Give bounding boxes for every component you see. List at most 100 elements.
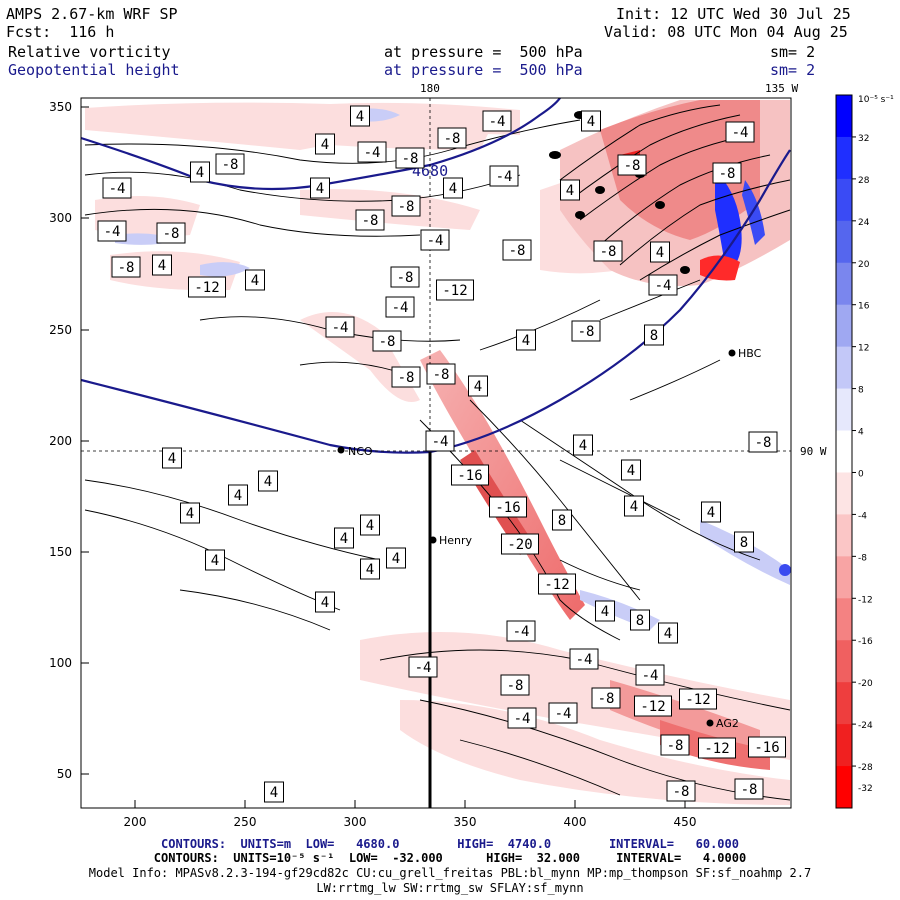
svg-text:4: 4 [251, 273, 259, 289]
colorbar-tick-label: 20 [858, 260, 870, 270]
svg-text:4: 4 [234, 488, 242, 504]
contour-label: -8 [734, 778, 764, 800]
colorbar-tick-label: -8 [858, 553, 867, 563]
svg-text:4: 4 [211, 553, 219, 569]
svg-text:4: 4 [522, 333, 530, 349]
y-tick-label: 250 [49, 323, 72, 337]
svg-text:-4: -4 [655, 278, 672, 294]
colorbar-tick-label: 32 [858, 134, 869, 144]
contour-label: -8 [391, 366, 421, 388]
station-label-henry: Henry [439, 534, 473, 547]
meridian-180-label: 180 [420, 82, 440, 95]
svg-text:-4: -4 [642, 668, 659, 684]
contour-label: 4 [621, 459, 641, 481]
field-geopotential: Geopotential height [8, 61, 180, 79]
svg-text:-16: -16 [754, 740, 779, 756]
svg-text:-4: -4 [732, 125, 749, 141]
svg-text:-12: -12 [194, 280, 219, 296]
svg-text:4: 4 [707, 505, 715, 521]
colorbar-tick-label: -20 [858, 679, 873, 689]
contour-label: 4 [190, 161, 210, 183]
contour-label: 4 [245, 269, 265, 291]
svg-text:4: 4 [264, 474, 272, 490]
svg-text:-8: -8 [667, 738, 684, 754]
svg-text:-16: -16 [457, 468, 482, 484]
contour-label: -4 [648, 274, 678, 296]
contour-label: -8 [666, 780, 696, 802]
contour-label: 8 [734, 531, 754, 553]
y-axis: 350 300 250 200 150 100 50 [49, 100, 89, 781]
svg-text:4: 4 [186, 506, 194, 522]
contour-label: 4 [258, 470, 278, 492]
svg-text:-8: -8 [509, 243, 526, 259]
x-axis: 200 250 300 350 400 450 [124, 800, 696, 829]
contour-label: -8 [215, 153, 245, 175]
contour-label: -8 [156, 222, 186, 244]
pressure-level-1: at pressure = 500 hPa [384, 43, 583, 61]
colorbar-swatch [836, 724, 852, 767]
svg-text:-8: -8 [600, 244, 617, 260]
svg-text:-8: -8 [362, 213, 379, 229]
footer-physics: LW:rrtmg_lw SW:rrtmg_sw SFLAY:sf_mynn [316, 881, 584, 895]
colorbar-tick-label: 12 [858, 344, 869, 354]
contour-label: -8 [390, 266, 420, 288]
contour-label: -4 [569, 648, 599, 670]
contour-label: -12 [436, 279, 474, 301]
footer-height-contours: CONTOURS: UNITS=m LOW= 4680.0 HIGH= 4740… [161, 837, 739, 851]
model-title: AMPS 2.67-km WRF SP [6, 5, 178, 23]
pressure-level-2: at pressure = 500 hPa [384, 61, 583, 79]
contour-label: 4 [310, 177, 330, 199]
colorbar-swatch [836, 514, 852, 557]
svg-text:-8: -8 [507, 678, 524, 694]
svg-text:4: 4 [474, 379, 482, 395]
svg-text:4: 4 [168, 451, 176, 467]
colorbar-swatch [836, 682, 852, 725]
svg-text:4: 4 [340, 531, 348, 547]
colorbar: 32 28 24 20 16 12 8 4 0 -4 -8 -12 -16 -20 -24 -28 -32 [835, 94, 873, 809]
contour-label: -4 [506, 620, 536, 642]
contour-label: 4 [650, 241, 670, 263]
svg-text:4: 4 [630, 499, 638, 515]
contour-label: -4 [420, 229, 450, 251]
contour-label: 4 [228, 484, 248, 506]
station-label-nco: NCO [348, 445, 373, 458]
svg-text:-12: -12 [442, 283, 467, 299]
svg-text:-4: -4 [427, 233, 444, 249]
svg-text:-12: -12 [544, 577, 569, 593]
contour-label: -4 [548, 702, 578, 724]
contour-label: 4 [624, 495, 644, 517]
x-tick-label: 400 [564, 815, 587, 829]
svg-text:4: 4 [587, 114, 595, 130]
contour-label: -8 [391, 195, 421, 217]
contour-label: -8 [660, 734, 690, 756]
svg-text:-8: -8 [444, 131, 461, 147]
svg-text:-16: -16 [495, 500, 520, 516]
svg-text:-4: -4 [392, 300, 409, 316]
smoothing-2: sm= 2 [770, 61, 816, 79]
contour-label: -12 [634, 695, 672, 717]
contour-label: -16 [451, 464, 489, 486]
colorbar-swatch [836, 220, 852, 264]
svg-text:-8: -8 [433, 367, 450, 383]
colorbar-tick-label: 16 [858, 302, 870, 312]
contour-label: -4 [97, 220, 127, 242]
svg-text:-4: -4 [514, 711, 531, 727]
svg-text:-8: -8 [163, 226, 180, 242]
svg-text:4: 4 [449, 181, 457, 197]
svg-text:4: 4 [566, 183, 574, 199]
contour-label: -8 [437, 127, 467, 149]
x-tick-label: 300 [344, 815, 367, 829]
contour-label: 8 [552, 509, 572, 531]
svg-text:4: 4 [664, 626, 672, 642]
footer-model-info: Model Info: MPASv8.2.3-194-gf29cd82c CU:… [88, 866, 812, 880]
field-vorticity: Relative vorticity [8, 43, 171, 61]
colorbar-swatch [836, 766, 852, 809]
colorbar-tick-label: 8 [858, 386, 864, 396]
contour-label: -4 [507, 707, 537, 729]
colorbar-swatch [836, 136, 852, 180]
colorbar-swatch [836, 304, 852, 348]
colorbar-swatch [836, 388, 852, 432]
svg-text:4: 4 [627, 463, 635, 479]
contour-label: -4 [357, 141, 387, 163]
